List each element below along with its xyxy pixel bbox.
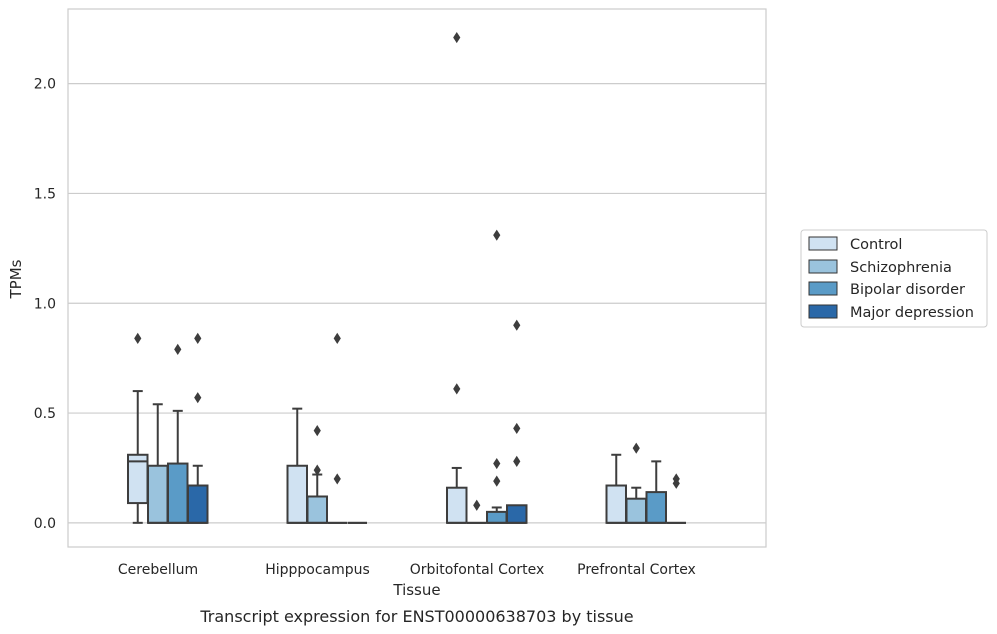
legend-item-major-depression: Major depression [808, 304, 974, 321]
outlier-point [313, 464, 321, 476]
y-tick-label: 1.0 [34, 296, 56, 312]
box-group [327, 332, 347, 524]
box [506, 504, 528, 524]
outlier-point [513, 455, 521, 467]
box-group [467, 499, 487, 524]
x-tick-label: Cerebellum [118, 562, 198, 578]
box [605, 484, 627, 524]
box-group [486, 229, 508, 524]
outlier-point [174, 343, 182, 355]
y-axis-label: TPMs [7, 259, 25, 299]
outlier-point [134, 332, 142, 344]
x-tick-label: Hipppocampus [265, 562, 370, 578]
outlier-point [493, 475, 501, 487]
box [167, 462, 189, 524]
y-tick-label: 1.5 [34, 186, 56, 202]
outlier-point [632, 442, 640, 454]
box-group [286, 407, 308, 524]
outlier-point [493, 457, 501, 470]
x-axis-label: Tissue [392, 581, 440, 599]
outlier-point [333, 332, 341, 344]
legend-item-schizophrenia: Schizophrenia [808, 259, 952, 276]
box-group [625, 442, 647, 524]
legend: Control Schizophrenia Bipolar disorder M… [800, 229, 988, 328]
box [147, 464, 169, 524]
box-group [446, 31, 468, 524]
y-tick-label: 2.0 [34, 77, 56, 93]
box-group [167, 343, 189, 524]
legend-label-control: Control [850, 237, 902, 253]
legend-swatch-control [808, 236, 838, 251]
outlier-point [493, 229, 501, 241]
legend-item-control: Control [808, 236, 902, 253]
box [446, 486, 468, 524]
box-group [187, 332, 209, 524]
box-group [605, 453, 627, 524]
outlier-point [194, 332, 202, 344]
plot-area-frame [67, 8, 767, 548]
legend-label-major-depression: Major depression [850, 305, 974, 321]
box-group [127, 332, 149, 524]
legend-label-schizophrenia: Schizophrenia [850, 260, 952, 276]
y-tick-label: 0.0 [34, 516, 56, 532]
legend-item-bipolar-disorder: Bipolar disorder [808, 281, 965, 298]
y-tick-label: 0.5 [34, 406, 56, 422]
chart-caption: Transcript expression for ENST0000063870… [199, 607, 633, 626]
outlier-point [194, 392, 202, 404]
outlier-point [513, 319, 521, 331]
box [645, 491, 667, 524]
box-group [645, 460, 667, 524]
boxes [127, 31, 686, 524]
x-tick-label: Prefrontal Cortex [577, 562, 696, 578]
box [306, 495, 328, 524]
legend-swatch-major-depression [808, 304, 838, 319]
outlier-point [333, 473, 341, 485]
outlier-point [453, 31, 461, 44]
x-axis-ticks: Cerebellum Hipppocampus Orbitofontal Corte… [118, 562, 696, 578]
y-axis-ticks: 0.0 0.5 1.0 1.5 2.0 [34, 77, 56, 532]
box [625, 497, 647, 524]
gridlines [68, 83, 766, 524]
legend-swatch-schizophrenia [808, 259, 838, 274]
legend-label-bipolar-disorder: Bipolar disorder [850, 282, 965, 298]
box [286, 464, 308, 524]
outlier-point [453, 383, 461, 395]
x-tick-label: Orbitofontal Cortex [410, 562, 545, 578]
outlier-point [473, 499, 481, 511]
box [486, 510, 508, 524]
box [187, 484, 209, 524]
outlier-point [313, 425, 321, 437]
outlier-point [672, 473, 680, 485]
legend-frame [800, 229, 988, 328]
box-group [147, 403, 169, 524]
box-group [306, 425, 328, 524]
outlier-point [513, 422, 521, 435]
legend-swatch-bipolar-disorder [808, 281, 838, 296]
box-group [506, 319, 528, 524]
box-group [666, 473, 686, 524]
